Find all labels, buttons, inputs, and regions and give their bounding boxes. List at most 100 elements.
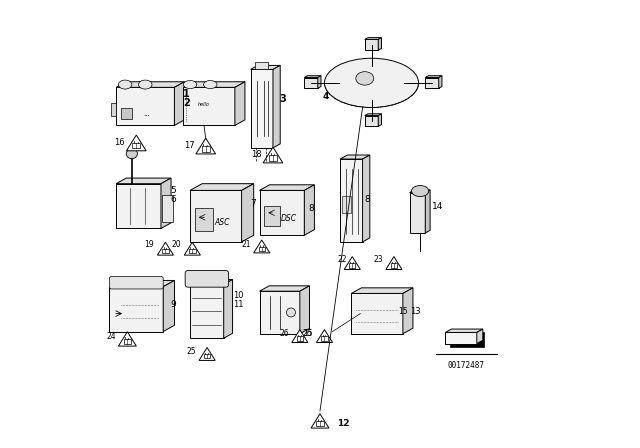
Bar xyxy=(259,246,265,251)
Polygon shape xyxy=(344,257,360,270)
Text: 2: 2 xyxy=(184,98,190,108)
Polygon shape xyxy=(363,155,370,242)
Ellipse shape xyxy=(412,185,429,197)
Polygon shape xyxy=(305,76,321,78)
Text: 15: 15 xyxy=(303,329,314,338)
Polygon shape xyxy=(263,147,283,163)
Polygon shape xyxy=(127,135,146,151)
Bar xyxy=(269,155,277,160)
Polygon shape xyxy=(425,190,430,233)
Text: 8: 8 xyxy=(364,195,370,204)
Polygon shape xyxy=(253,240,270,253)
Ellipse shape xyxy=(184,81,197,89)
Bar xyxy=(321,336,328,340)
Bar xyxy=(204,354,211,358)
Bar xyxy=(296,336,303,340)
Polygon shape xyxy=(190,190,242,242)
Text: 1: 1 xyxy=(184,89,190,99)
Polygon shape xyxy=(300,286,310,334)
Text: 15: 15 xyxy=(397,307,407,316)
Text: 7: 7 xyxy=(251,199,256,208)
Text: 12: 12 xyxy=(337,419,349,428)
Polygon shape xyxy=(190,284,224,338)
Polygon shape xyxy=(196,138,216,154)
Polygon shape xyxy=(378,38,381,50)
Text: hello: hello xyxy=(198,102,210,107)
Bar xyxy=(264,206,280,226)
Text: 8: 8 xyxy=(309,204,314,213)
Bar xyxy=(162,195,173,222)
Text: 23: 23 xyxy=(373,255,383,264)
Bar xyxy=(124,339,131,344)
Polygon shape xyxy=(260,185,314,190)
Polygon shape xyxy=(116,82,184,87)
Ellipse shape xyxy=(204,81,217,89)
Text: 19: 19 xyxy=(145,240,154,249)
Polygon shape xyxy=(386,257,402,270)
Polygon shape xyxy=(184,82,245,87)
Bar xyxy=(255,62,269,69)
Text: 26: 26 xyxy=(279,329,289,338)
Polygon shape xyxy=(190,280,232,284)
Text: 18: 18 xyxy=(251,150,262,159)
Polygon shape xyxy=(109,287,163,332)
Text: 13: 13 xyxy=(410,307,420,316)
Polygon shape xyxy=(174,82,184,125)
Polygon shape xyxy=(235,82,245,125)
Polygon shape xyxy=(292,330,308,343)
Text: 10: 10 xyxy=(233,291,243,300)
Polygon shape xyxy=(340,155,370,159)
Bar xyxy=(132,143,140,148)
Text: ASC: ASC xyxy=(214,218,230,227)
Polygon shape xyxy=(109,280,175,287)
Bar xyxy=(121,108,132,119)
Polygon shape xyxy=(190,184,253,190)
Polygon shape xyxy=(260,286,310,291)
Polygon shape xyxy=(365,114,381,116)
Polygon shape xyxy=(111,103,116,116)
Polygon shape xyxy=(351,288,413,293)
Bar xyxy=(349,263,355,267)
Text: 26: 26 xyxy=(302,329,312,338)
Polygon shape xyxy=(445,329,483,332)
Text: 25: 25 xyxy=(186,347,196,356)
FancyBboxPatch shape xyxy=(109,276,163,289)
Polygon shape xyxy=(410,193,425,233)
Polygon shape xyxy=(316,330,333,343)
Text: 22: 22 xyxy=(337,255,347,264)
Polygon shape xyxy=(477,329,483,344)
Polygon shape xyxy=(305,78,317,88)
Text: 00172487: 00172487 xyxy=(448,361,485,370)
Text: 20: 20 xyxy=(172,240,181,249)
Polygon shape xyxy=(163,280,175,332)
Bar xyxy=(390,263,397,267)
Polygon shape xyxy=(260,291,300,334)
Polygon shape xyxy=(365,116,378,126)
Polygon shape xyxy=(242,184,253,242)
Bar xyxy=(162,249,169,253)
Text: 14: 14 xyxy=(432,202,444,211)
Ellipse shape xyxy=(324,58,419,108)
Polygon shape xyxy=(251,65,280,69)
Polygon shape xyxy=(365,38,381,39)
Text: 3: 3 xyxy=(280,94,287,103)
Polygon shape xyxy=(410,190,430,193)
Polygon shape xyxy=(340,159,363,242)
Polygon shape xyxy=(184,87,235,125)
Polygon shape xyxy=(116,178,171,184)
Polygon shape xyxy=(445,332,477,344)
Polygon shape xyxy=(425,76,442,78)
Bar xyxy=(316,421,324,426)
Ellipse shape xyxy=(139,80,152,89)
FancyBboxPatch shape xyxy=(185,271,228,287)
Polygon shape xyxy=(157,242,173,255)
Bar xyxy=(202,146,210,151)
Text: DSC: DSC xyxy=(280,214,297,223)
Polygon shape xyxy=(118,332,136,346)
Polygon shape xyxy=(199,348,215,361)
Polygon shape xyxy=(224,280,232,338)
Bar xyxy=(450,332,484,347)
Polygon shape xyxy=(260,190,305,235)
Text: 5: 5 xyxy=(170,186,175,195)
Text: 9: 9 xyxy=(170,300,175,309)
